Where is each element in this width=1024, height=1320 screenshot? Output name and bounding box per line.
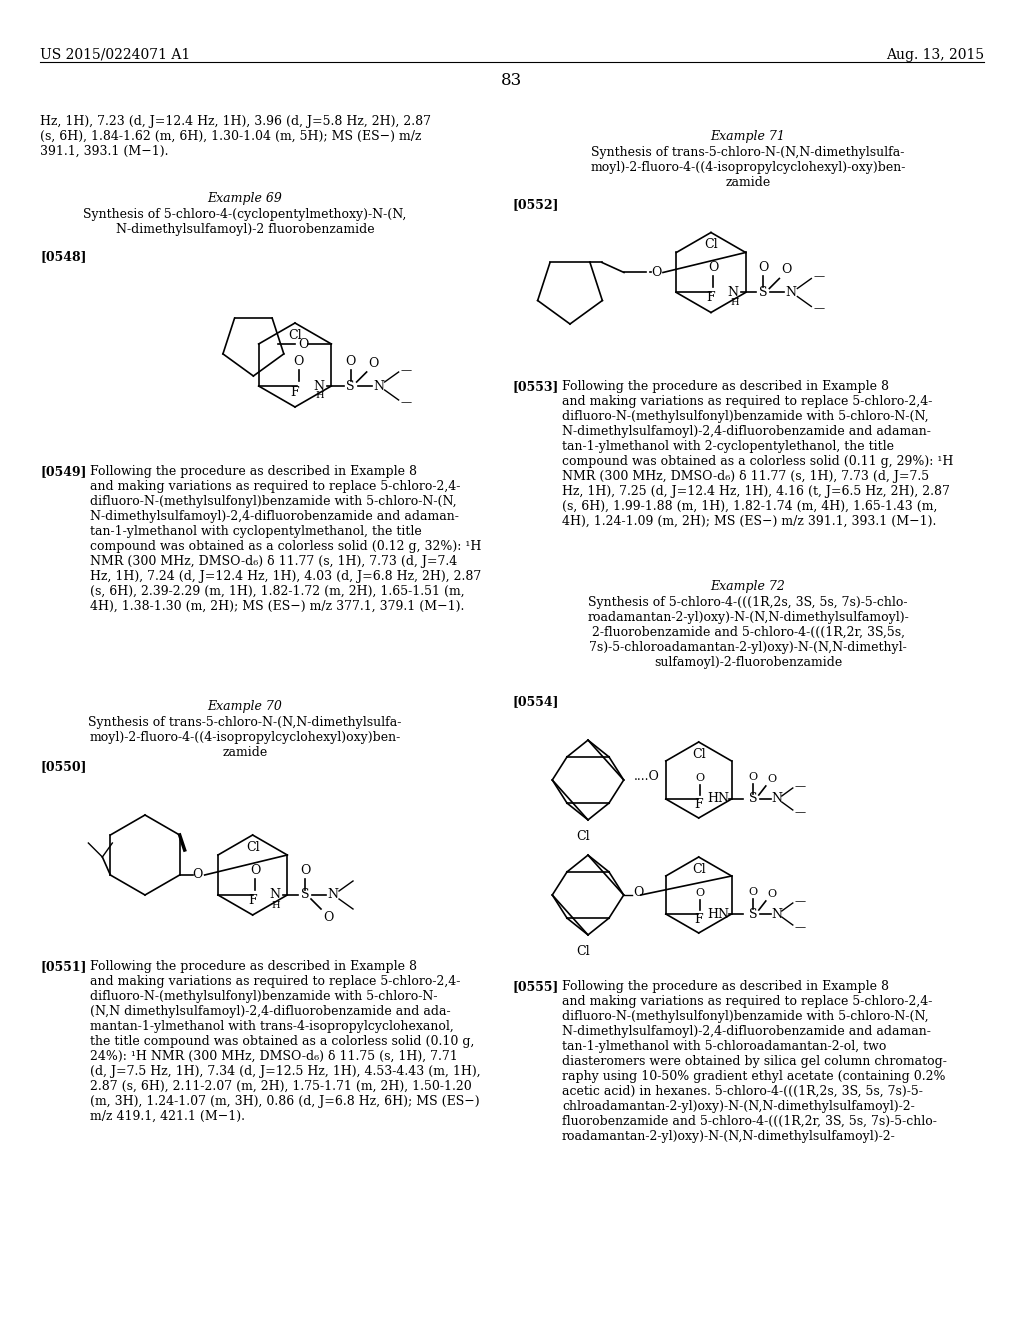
Text: O: O <box>758 261 769 275</box>
Text: Hz, 1H), 7.23 (d, J=12.4 Hz, 1H), 3.96 (d, J=5.8 Hz, 2H), 2.87
(s, 6H), 1.84-1.6: Hz, 1H), 7.23 (d, J=12.4 Hz, 1H), 3.96 (… <box>40 115 431 158</box>
Text: S: S <box>749 908 757 920</box>
Text: O: O <box>323 911 334 924</box>
Text: F: F <box>249 894 257 907</box>
Text: [0553]: [0553] <box>512 380 558 393</box>
Text: F: F <box>694 913 703 927</box>
Text: O: O <box>709 261 719 275</box>
Text: Synthesis of trans-5-chloro-N-(N,N-dimethylsulfa-
moyl)-2-fluoro-4-((4-isopropyl: Synthesis of trans-5-chloro-N-(N,N-dimet… <box>88 715 401 759</box>
Text: F: F <box>707 292 716 305</box>
Text: O: O <box>768 888 777 899</box>
Text: N: N <box>269 888 281 902</box>
Text: Example 71: Example 71 <box>711 129 785 143</box>
Text: S: S <box>749 792 757 805</box>
Text: F: F <box>694 799 703 810</box>
Text: —: — <box>400 366 412 375</box>
Text: O: O <box>651 267 662 279</box>
Text: Following the procedure as described in Example 8
and making variations as requi: Following the procedure as described in … <box>90 960 480 1123</box>
Text: —: — <box>795 896 806 906</box>
Text: —: — <box>813 272 824 281</box>
Text: —: — <box>813 304 824 313</box>
Text: O: O <box>749 772 758 781</box>
Text: O: O <box>768 774 777 784</box>
Text: Cl: Cl <box>705 239 718 252</box>
Text: Cl: Cl <box>246 841 259 854</box>
Text: Example 72: Example 72 <box>711 579 785 593</box>
Text: Cl: Cl <box>577 830 590 843</box>
Text: O: O <box>193 869 203 882</box>
Text: —: — <box>400 397 412 407</box>
Text: HN: HN <box>707 908 729 920</box>
Text: Cl: Cl <box>288 329 302 342</box>
Text: ....O: ....O <box>634 771 659 784</box>
Text: Following the procedure as described in Example 8
and making variations as requi: Following the procedure as described in … <box>562 979 947 1143</box>
Text: O: O <box>634 886 644 899</box>
Text: Synthesis of 5-chloro-4-(((1R,2s, 3S, 5s, 7s)-5-chlo-
roadamantan-2-yl)oxy)-N-(N: Synthesis of 5-chloro-4-(((1R,2s, 3S, 5s… <box>587 597 909 669</box>
Text: Example 70: Example 70 <box>208 700 283 713</box>
Text: H: H <box>730 298 738 308</box>
Text: Cl: Cl <box>692 748 706 762</box>
Text: O: O <box>781 264 792 276</box>
Text: N: N <box>771 792 782 805</box>
Text: S: S <box>301 888 309 902</box>
Text: —: — <box>795 921 806 932</box>
Text: O: O <box>345 355 355 368</box>
Text: S: S <box>346 380 355 392</box>
Text: N: N <box>728 286 739 300</box>
Text: F: F <box>291 385 299 399</box>
Text: O: O <box>369 356 379 370</box>
Text: [0548]: [0548] <box>40 249 86 263</box>
Text: H: H <box>315 392 324 400</box>
Text: Synthesis of 5-chloro-4-(cyclopentylmethoxy)-N-(N,
N-dimethylsulfamoyl)-2 fluoro: Synthesis of 5-chloro-4-(cyclopentylmeth… <box>83 209 407 236</box>
Text: Example 69: Example 69 <box>208 191 283 205</box>
Text: N: N <box>313 380 325 392</box>
Text: 83: 83 <box>502 73 522 88</box>
Text: Synthesis of trans-5-chloro-N-(N,N-dimethylsulfa-
moyl)-2-fluoro-4-((4-isopropyl: Synthesis of trans-5-chloro-N-(N,N-dimet… <box>590 147 905 189</box>
Text: [0554]: [0554] <box>512 696 558 708</box>
Text: O: O <box>695 774 705 783</box>
Text: O: O <box>749 887 758 898</box>
Text: H: H <box>271 900 281 909</box>
Text: —: — <box>795 781 806 791</box>
Text: S: S <box>759 286 768 300</box>
Text: HN: HN <box>707 792 729 805</box>
Text: O: O <box>250 865 260 876</box>
Text: Aug. 13, 2015: Aug. 13, 2015 <box>886 48 984 62</box>
Text: O: O <box>294 355 304 368</box>
Text: [0555]: [0555] <box>512 979 558 993</box>
Text: US 2015/0224071 A1: US 2015/0224071 A1 <box>40 48 190 62</box>
Text: O: O <box>298 338 308 351</box>
Text: Cl: Cl <box>577 945 590 958</box>
Text: N: N <box>785 286 797 300</box>
Text: O: O <box>695 888 705 898</box>
Text: Following the procedure as described in Example 8
and making variations as requi: Following the procedure as described in … <box>562 380 953 528</box>
Text: —: — <box>795 807 806 817</box>
Text: [0552]: [0552] <box>512 198 558 211</box>
Text: N: N <box>373 380 384 392</box>
Text: [0551]: [0551] <box>40 960 86 973</box>
Text: [0549]: [0549] <box>40 465 86 478</box>
Text: [0550]: [0550] <box>40 760 86 774</box>
Text: O: O <box>300 865 310 876</box>
Text: N: N <box>771 908 782 920</box>
Text: Cl: Cl <box>692 863 706 876</box>
Text: Following the procedure as described in Example 8
and making variations as requi: Following the procedure as described in … <box>90 465 481 612</box>
Text: N: N <box>328 888 339 902</box>
